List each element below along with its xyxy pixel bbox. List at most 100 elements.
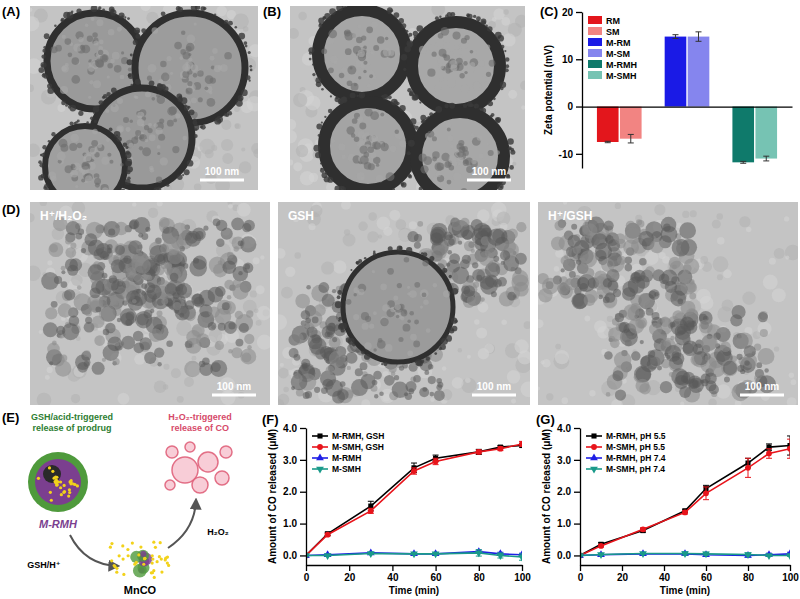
- sphere-edge: [187, 106, 190, 109]
- sphere-texture: [180, 49, 186, 55]
- texture: [512, 162, 516, 166]
- sphere-texture: [461, 188, 467, 190]
- sphere-edge: [321, 88, 324, 91]
- sphere-texture: [459, 48, 462, 51]
- aggregate: [66, 221, 80, 235]
- aggregate: [126, 311, 135, 320]
- sphere-edge: [496, 117, 501, 122]
- texture: [278, 248, 286, 259]
- sphere-texture: [106, 138, 110, 142]
- sphere-edge: [401, 23, 406, 28]
- sphere-edge: [224, 113, 228, 117]
- sphere-texture: [420, 165, 428, 173]
- sphere-edge: [364, 6, 368, 7]
- sphere-texture: [376, 175, 383, 182]
- aggregate: [114, 222, 128, 236]
- sphere-edge: [78, 111, 83, 116]
- sphere-texture: [347, 31, 350, 34]
- sphere-edge: [467, 102, 473, 108]
- sphere-edge: [447, 12, 452, 17]
- sphere-edge: [125, 179, 131, 185]
- sphere-texture: [468, 66, 475, 73]
- sphere: [324, 102, 412, 190]
- sphere-texture: [81, 179, 85, 183]
- aggregate: [202, 292, 208, 298]
- sphere-texture: [358, 50, 365, 57]
- sphere-texture: [450, 144, 454, 148]
- sphere-edge: [320, 168, 325, 173]
- texture: [290, 28, 299, 39]
- sphere-texture: [96, 19, 103, 26]
- aggregate: [141, 283, 147, 289]
- texture: [501, 319, 507, 325]
- sphere-texture: [443, 42, 450, 49]
- sphere-texture: [395, 130, 404, 139]
- sphere-texture: [436, 172, 441, 177]
- sphere-edge: [426, 117, 428, 119]
- sphere-texture: [151, 97, 155, 101]
- aggregate: [222, 260, 236, 274]
- texture: [228, 204, 233, 209]
- texture: [233, 13, 249, 29]
- sphere-texture: [90, 148, 97, 155]
- sphere-edge: [194, 134, 198, 138]
- texture: [358, 222, 367, 231]
- sphere-edge: [498, 37, 500, 39]
- scale-bar-label: 100 nm: [205, 166, 240, 177]
- aggregate: [83, 350, 90, 357]
- sphere-edge: [250, 69, 253, 72]
- sphere-texture: [447, 127, 451, 131]
- sphere-edge: [70, 122, 74, 126]
- sphere-texture: [137, 119, 144, 126]
- texture: [309, 223, 316, 230]
- sphere-edge: [157, 187, 161, 190]
- sphere-texture: [160, 157, 168, 165]
- sphere: [416, 112, 504, 190]
- aggregate: [246, 310, 253, 317]
- sphere-texture: [386, 172, 395, 181]
- texture: [30, 84, 34, 92]
- sphere-texture: [331, 139, 335, 143]
- sphere-texture: [107, 153, 111, 157]
- texture: [430, 397, 435, 402]
- sphere-edge: [329, 8, 336, 15]
- texture: [293, 162, 302, 171]
- aggregate: [133, 273, 142, 282]
- sphere-edge: [313, 145, 320, 152]
- sphere-texture: [91, 140, 98, 147]
- sphere-edge: [469, 104, 473, 108]
- sphere-edge: [41, 54, 45, 58]
- aggregate: [45, 307, 57, 319]
- aggregate: [61, 270, 65, 274]
- sphere-edge: [506, 174, 510, 178]
- aggregate: [208, 306, 219, 317]
- tem-image: [278, 202, 530, 405]
- sphere-texture: [363, 70, 366, 73]
- texture: [251, 143, 258, 154]
- texture: [290, 159, 293, 165]
- texture: [492, 17, 497, 22]
- aggregate: [129, 219, 139, 229]
- aggregate: [428, 376, 436, 384]
- sphere-texture: [212, 48, 218, 54]
- aggregate: [291, 374, 308, 391]
- sphere-texture: [108, 29, 115, 36]
- sphere-texture: [97, 144, 104, 151]
- texture: [47, 260, 52, 265]
- sphere-texture: [480, 76, 487, 83]
- sphere-texture: [134, 95, 137, 98]
- sphere-edge: [76, 8, 81, 13]
- aggregate: [144, 309, 153, 318]
- sphere-texture: [383, 48, 391, 56]
- aggregate: [96, 307, 102, 313]
- sphere-texture: [438, 64, 444, 70]
- sphere-edge: [216, 116, 223, 123]
- sphere-edge: [130, 54, 133, 57]
- sphere-texture: [91, 159, 94, 162]
- aggregate: [238, 271, 242, 275]
- sphere-texture: [120, 75, 125, 80]
- sphere-edge: [401, 182, 407, 188]
- sphere-edge: [234, 26, 237, 29]
- aggregate: [422, 387, 427, 392]
- aggregate: [161, 298, 168, 305]
